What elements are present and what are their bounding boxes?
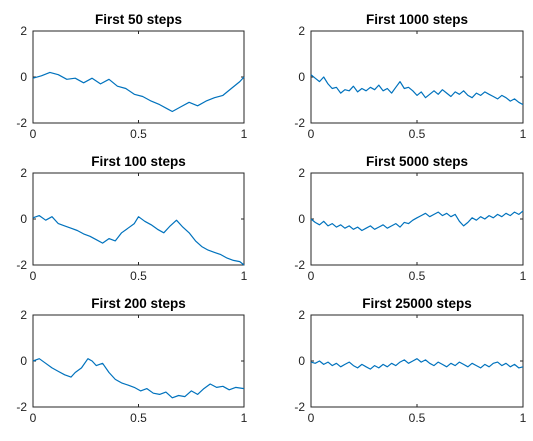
y-tick-label: 0 — [298, 70, 305, 84]
x-tick-label: 0.5 — [130, 127, 147, 141]
subplot-title: First 100 steps — [91, 154, 186, 169]
y-tick-label: 2 — [298, 24, 305, 38]
y-tick-label: -2 — [16, 258, 27, 272]
subplot-title: First 25000 steps — [362, 296, 472, 311]
x-tick-label: 0 — [308, 269, 315, 283]
x-tick-label: 0 — [308, 127, 315, 141]
y-tick-label: 2 — [20, 308, 27, 322]
subplot-title: First 200 steps — [91, 296, 186, 311]
y-tick-label: 0 — [298, 212, 305, 226]
x-tick-label: 0 — [30, 269, 37, 283]
series-line — [310, 74, 524, 106]
x-tick-label: 0.5 — [409, 269, 426, 283]
plot-area — [310, 172, 524, 266]
x-tick-label: 0.5 — [409, 127, 426, 141]
y-tick-label: 0 — [20, 212, 27, 226]
x-tick-label: 0 — [30, 411, 37, 425]
x-tick-label: 0.5 — [130, 269, 147, 283]
series-line — [310, 358, 524, 370]
x-tick-label: 0.5 — [130, 411, 147, 425]
y-tick-label: -2 — [294, 116, 305, 130]
plot-area — [310, 314, 524, 408]
y-tick-label: -2 — [16, 116, 27, 130]
plot-area — [32, 314, 245, 408]
y-tick-label: 0 — [298, 354, 305, 368]
plot-area — [310, 30, 524, 124]
subplot-title: First 50 steps — [95, 12, 182, 27]
y-tick-label: 2 — [298, 166, 305, 180]
y-tick-label: -2 — [16, 400, 27, 414]
series-line — [32, 358, 245, 399]
y-tick-label: 2 — [20, 24, 27, 38]
x-tick-label: 1 — [241, 127, 248, 141]
x-tick-label: 1 — [241, 269, 248, 283]
x-tick-label: 0 — [30, 127, 37, 141]
x-tick-label: 1 — [520, 411, 527, 425]
series-line — [32, 71, 245, 113]
series-line — [310, 210, 524, 232]
y-tick-label: 2 — [298, 308, 305, 322]
y-tick-label: 0 — [20, 70, 27, 84]
subplot-title: First 1000 steps — [366, 12, 468, 27]
y-tick-label: 0 — [20, 354, 27, 368]
y-tick-label: -2 — [294, 258, 305, 272]
y-tick-label: 2 — [20, 166, 27, 180]
plot-area — [32, 30, 245, 124]
x-tick-label: 1 — [520, 127, 527, 141]
x-tick-label: 1 — [241, 411, 248, 425]
x-tick-label: 0.5 — [409, 411, 426, 425]
x-tick-label: 0 — [308, 411, 315, 425]
subplot-title: First 5000 steps — [366, 154, 468, 169]
series-line — [32, 215, 245, 266]
x-tick-label: 1 — [520, 269, 527, 283]
y-tick-label: -2 — [294, 400, 305, 414]
